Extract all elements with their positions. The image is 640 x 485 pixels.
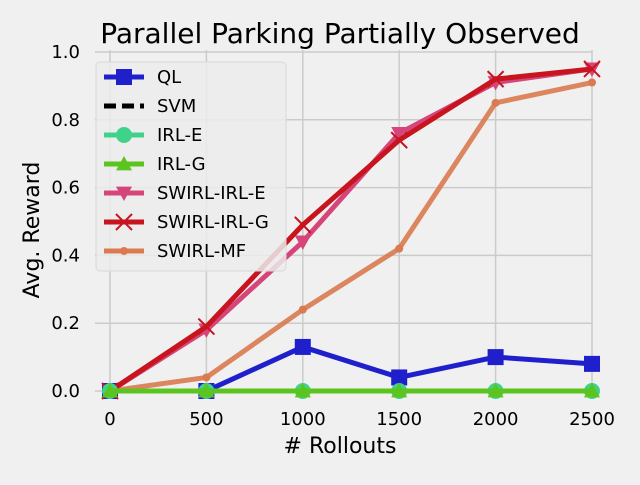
x-tick-label: 0 xyxy=(104,409,115,430)
legend-marker xyxy=(116,69,132,85)
data-point-swirl-irl-g xyxy=(583,60,601,78)
y-tick-label: 0.6 xyxy=(51,178,80,199)
legend-marker xyxy=(116,156,132,171)
data-point-irl-g xyxy=(487,383,504,398)
legend-item-swirl-irl-g: SWIRL-IRL-G xyxy=(104,212,269,233)
data-point-swirl-irl-g xyxy=(294,216,312,234)
legend-label: SWIRL-IRL-E xyxy=(157,183,266,204)
legend-marker xyxy=(120,247,128,255)
legend-marker xyxy=(115,213,133,231)
data-point-swirl-mf xyxy=(202,373,211,382)
legend-label: QL xyxy=(157,67,181,88)
chart-title: Parallel Parking Partially Observed xyxy=(100,17,580,50)
data-point-swirl-irl-g xyxy=(486,70,505,88)
data-point-irl-g xyxy=(391,383,408,398)
series-layer xyxy=(101,60,601,400)
legend-marker xyxy=(116,186,132,201)
legend: QL SVM IRL-E IRL-G SWIRL-IRL-E SWIRL-IRL-G SWI… xyxy=(95,61,287,272)
data-point-swirl-mf xyxy=(395,244,404,253)
data-point-swirl-irl-e xyxy=(294,235,311,250)
legend-item-irl-g: IRL-G xyxy=(104,154,206,175)
data-point-swirl-mf xyxy=(298,305,307,314)
x-tick-label: 500 xyxy=(189,409,223,430)
data-point-ql xyxy=(294,338,311,355)
data-point-swirl-irl-g xyxy=(197,317,216,336)
legend-label: SWIRL-MF xyxy=(157,241,246,262)
data-point-irl-g xyxy=(102,383,118,398)
x-axis-label: # Rollouts xyxy=(284,434,397,459)
data-point-ql xyxy=(584,355,600,372)
legend-label: SWIRL-IRL-G xyxy=(157,212,269,233)
legend-marker xyxy=(116,127,132,143)
series-irl-g xyxy=(102,383,600,398)
data-point-swirl-mf xyxy=(491,98,500,107)
y-tick-label: 1.0 xyxy=(51,42,80,63)
legend-label: IRL-E xyxy=(157,125,202,146)
x-tick-label: 1500 xyxy=(376,409,422,430)
series-line-ql xyxy=(110,344,593,394)
legend-item-swirl-irl-e: SWIRL-IRL-E xyxy=(104,183,266,204)
data-point-irl-g xyxy=(584,383,600,398)
legend-label: SVM xyxy=(157,96,196,117)
legend-item-swirl-mf: SWIRL-MF xyxy=(104,241,246,262)
tick-labels: 0 500 1000 1500 2000 2500 0.0 0.2 0.4 0.6 0.8 1.0 xyxy=(51,42,615,430)
data-point-ql xyxy=(487,349,504,366)
y-tick-label: 0.4 xyxy=(51,245,80,266)
y-tick-label: 0.0 xyxy=(51,381,80,402)
series-line-swirl-mf xyxy=(109,80,593,394)
legend-item-irl-e: IRL-E xyxy=(104,125,202,146)
legend-item-svm: SVM xyxy=(104,96,196,117)
series-line-swirl-irl-g xyxy=(108,66,593,394)
y-tick-label: 0.8 xyxy=(51,110,80,131)
legend-item-ql: QL xyxy=(104,67,181,88)
x-tick-label: 2000 xyxy=(473,409,519,430)
data-point-irl-g xyxy=(198,383,215,398)
legend-label: IRL-G xyxy=(157,154,206,175)
y-axis-label: Avg. Reward xyxy=(20,162,45,299)
x-tick-label: 2500 xyxy=(569,409,615,430)
y-tick-label: 0.2 xyxy=(51,313,80,334)
data-point-swirl-irl-e xyxy=(391,126,408,142)
legend-box xyxy=(95,61,287,272)
data-point-ql xyxy=(391,369,408,386)
data-point-swirl-irl-g xyxy=(390,131,408,149)
data-point-swirl-mf xyxy=(588,78,596,87)
data-point-irl-g xyxy=(294,383,311,398)
x-tick-label: 1000 xyxy=(280,409,326,430)
